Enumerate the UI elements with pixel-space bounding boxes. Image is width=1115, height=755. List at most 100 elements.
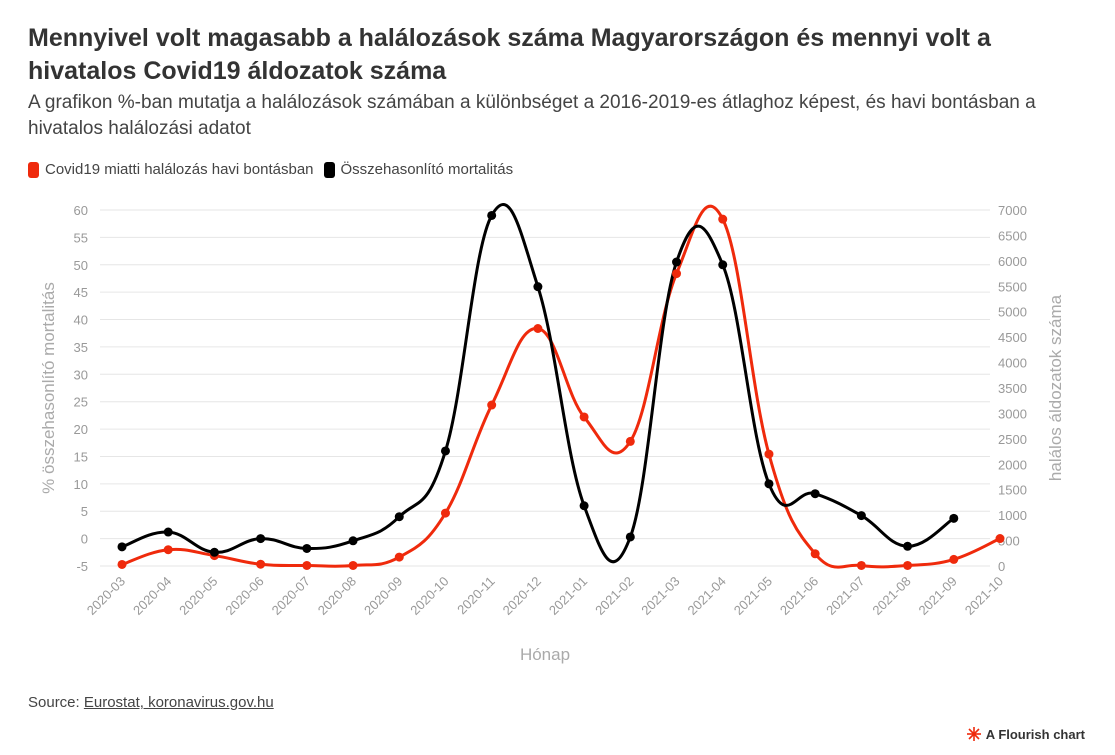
y-axis-right-label: halálos áldozatok száma xyxy=(1046,294,1065,481)
x-tick-label: 2020-08 xyxy=(315,574,359,618)
data-point-mortality[interactable] xyxy=(764,479,774,489)
y-left-tick-label: -5 xyxy=(76,559,88,574)
y-right-tick-label: 4500 xyxy=(998,330,1027,345)
data-point-mortality[interactable] xyxy=(487,210,497,220)
data-point-mortality[interactable] xyxy=(302,543,312,553)
data-point-mortality[interactable] xyxy=(117,542,127,552)
series-line-mortality xyxy=(120,203,956,564)
data-point-covid[interactable] xyxy=(348,560,358,570)
data-point-mortality[interactable] xyxy=(672,257,682,267)
y-right-tick-label: 6500 xyxy=(998,228,1027,243)
x-axis-label: Hónap xyxy=(520,645,570,664)
y-left-tick-label: 10 xyxy=(74,477,88,492)
data-point-covid[interactable] xyxy=(163,545,173,555)
flourish-logo-icon xyxy=(966,727,981,741)
data-point-mortality[interactable] xyxy=(394,512,404,522)
data-point-covid[interactable] xyxy=(117,559,127,569)
data-point-mortality[interactable] xyxy=(949,513,959,523)
data-point-mortality[interactable] xyxy=(348,536,358,546)
x-tick-label: 2021-09 xyxy=(916,574,960,618)
x-tick-label: 2020-03 xyxy=(84,574,128,618)
data-point-covid[interactable] xyxy=(672,269,682,279)
data-point-covid[interactable] xyxy=(856,560,866,570)
data-point-covid[interactable] xyxy=(764,449,774,459)
data-point-covid[interactable] xyxy=(718,214,728,224)
legend-swatch-mortality xyxy=(323,161,335,178)
data-point-covid[interactable] xyxy=(302,560,312,570)
data-point-mortality[interactable] xyxy=(533,282,543,292)
data-point-covid[interactable] xyxy=(533,323,543,333)
x-tick-label: 2020-07 xyxy=(269,574,313,618)
source-link[interactable]: Eurostat, koronavirus.gov.hu xyxy=(83,694,274,711)
x-tick-label: 2020-04 xyxy=(130,574,174,618)
y-right-tick-label: 7000 xyxy=(998,203,1027,218)
source-note: Source: Eurostat, koronavirus.gov.hu xyxy=(28,694,274,711)
y-left-tick-label: 50 xyxy=(74,258,88,273)
y-left-tick-label: 55 xyxy=(74,230,88,245)
x-tick-label: 2020-05 xyxy=(176,574,220,618)
source-prefix: Source: xyxy=(28,694,84,711)
data-point-mortality[interactable] xyxy=(718,260,728,270)
y-right-tick-label: 3000 xyxy=(998,406,1027,421)
data-point-mortality[interactable] xyxy=(209,547,219,557)
x-tick-label: 2021-04 xyxy=(685,574,729,618)
legend-item-covid[interactable]: Covid19 miatti halálozás havi bontásban xyxy=(28,161,314,178)
y-left-tick-label: 15 xyxy=(74,449,88,464)
data-point-covid[interactable] xyxy=(440,508,450,518)
data-point-covid[interactable] xyxy=(256,559,266,569)
data-point-covid[interactable] xyxy=(903,560,913,570)
data-point-covid[interactable] xyxy=(810,549,820,559)
x-tick-label: 2020-12 xyxy=(500,574,544,618)
data-point-mortality[interactable] xyxy=(256,534,266,544)
y-left-tick-label: 40 xyxy=(74,313,88,328)
y-right-tick-label: 2000 xyxy=(998,457,1027,472)
x-tick-label: 2021-02 xyxy=(592,574,636,618)
data-point-mortality[interactable] xyxy=(903,541,913,551)
y-left-tick-label: 35 xyxy=(74,340,88,355)
x-tick-label: 2021-03 xyxy=(638,574,682,618)
y-right-tick-label: 5000 xyxy=(998,305,1027,320)
data-point-mortality[interactable] xyxy=(579,501,589,511)
y-left-tick-label: 45 xyxy=(74,285,88,300)
y-right-tick-label: 3500 xyxy=(998,381,1027,396)
data-point-covid[interactable] xyxy=(579,412,589,422)
x-tick-label: 2021-01 xyxy=(546,574,590,618)
x-tick-label: 2021-05 xyxy=(731,574,775,618)
data-point-mortality[interactable] xyxy=(856,511,866,521)
y-right-tick-label: 2500 xyxy=(998,432,1027,447)
y-left-tick-label: 60 xyxy=(74,203,88,218)
y-left-tick-label: 5 xyxy=(81,504,88,519)
x-tick-label: 2020-06 xyxy=(222,574,266,618)
x-tick-label: 2021-07 xyxy=(823,574,867,618)
chart-title: Mennyivel volt magasabb a halálozások sz… xyxy=(28,24,991,85)
y-left-tick-label: 30 xyxy=(74,367,88,382)
data-point-covid[interactable] xyxy=(949,554,959,564)
data-point-covid[interactable] xyxy=(394,552,404,562)
y-right-tick-label: 6000 xyxy=(998,254,1027,269)
y-right-tick-label: 5500 xyxy=(998,279,1027,294)
y-axis-left-label: % összehasonlító mortalitás xyxy=(39,282,58,494)
legend-item-mortality[interactable]: Összehasonlító mortalitás xyxy=(323,161,514,178)
data-point-mortality[interactable] xyxy=(625,532,635,542)
data-point-covid[interactable] xyxy=(625,436,635,446)
x-tick-label: 2021-10 xyxy=(962,574,1006,618)
data-point-covid[interactable] xyxy=(995,534,1005,544)
flourish-credit-label: A Flourish chart xyxy=(985,726,1085,742)
legend-label-mortality: Összehasonlító mortalitás xyxy=(340,161,514,178)
y-right-tick-label: 1000 xyxy=(998,508,1027,523)
legend: Covid19 miatti halálozás havi bontásban … xyxy=(28,161,523,178)
flourish-credit[interactable]: A Flourish chart xyxy=(966,726,1085,742)
legend-swatch-covid xyxy=(28,161,39,178)
data-point-mortality[interactable] xyxy=(163,527,173,537)
data-point-covid[interactable] xyxy=(487,400,497,410)
x-tick-label: 2021-06 xyxy=(777,574,821,618)
y-right-tick-label: 4000 xyxy=(998,356,1027,371)
x-tick-label: 2020-11 xyxy=(454,574,498,618)
data-point-mortality[interactable] xyxy=(810,489,820,499)
y-left-tick-label: 20 xyxy=(74,422,88,437)
y-right-tick-label: 0 xyxy=(998,559,1005,574)
y-right-tick-label: 1500 xyxy=(998,483,1027,498)
x-tick-label: 2020-09 xyxy=(361,574,405,618)
series-line-covid xyxy=(120,204,1002,569)
data-point-mortality[interactable] xyxy=(440,446,450,456)
